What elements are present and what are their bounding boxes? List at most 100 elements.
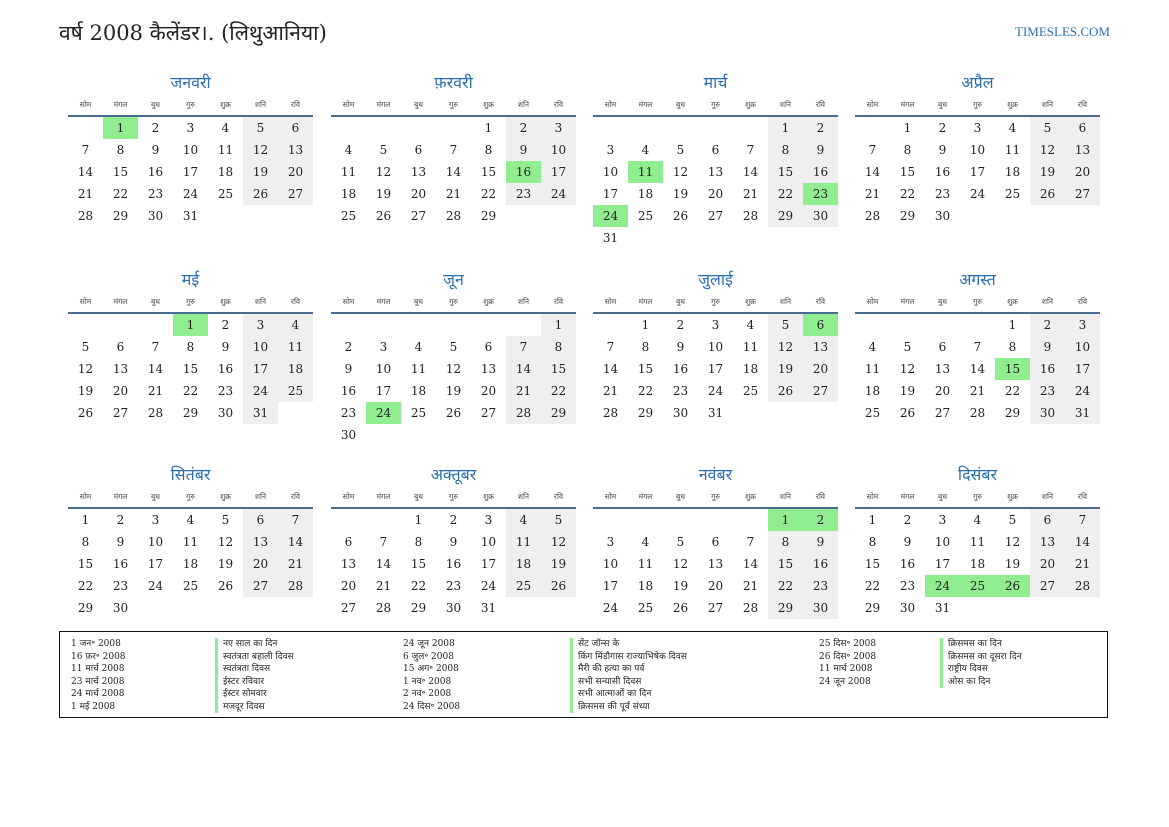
day-cell: 29 — [864, 601, 881, 615]
day-cell: 2 — [676, 318, 685, 332]
day-cell: 12 — [899, 362, 916, 376]
weekday-label: शनि — [254, 100, 267, 109]
day-cell: 18 — [217, 165, 234, 179]
day-cell: 29 — [637, 406, 654, 420]
empty-cell — [366, 117, 401, 139]
empty-cell — [436, 117, 471, 139]
weekday-header: सोम मंगल बुध गुरु शुक्र शनि रवि — [593, 490, 838, 509]
day-cell: 4 — [414, 340, 423, 354]
day-cell: 5 — [676, 143, 685, 157]
weekday-label: सोम — [342, 492, 355, 501]
day-grid: 1 2 3 4 5 6 7 8 9 10 11 12 13 14 15 16 17 18 19 20 21 22 23 24 2… — [593, 509, 838, 619]
day-cell: 2 — [938, 121, 947, 135]
day-cell: 25 — [278, 380, 313, 402]
day-cell: 18 — [506, 553, 541, 575]
day-cell-holiday: 1 — [173, 314, 208, 336]
day-cell: 17 — [602, 187, 619, 201]
day-cell: 16 — [147, 165, 164, 179]
day-cell: 8 — [116, 143, 125, 157]
day-cell-holiday: 24 — [593, 205, 628, 227]
day-cell: 8 — [903, 143, 912, 157]
weekday-label: मंगल — [113, 297, 128, 306]
day-cell: 10 — [1065, 336, 1100, 358]
day-grid: 1 2 3 4 5 6 7 8 9 10 11 12 13 14 15 16 17 18 19 20 21 22 23 24 2… — [593, 117, 838, 249]
weekday-label: शुक्र — [745, 492, 756, 501]
weekday-label: शुक्र — [483, 492, 494, 501]
legend-holiday-name: क्रिसमस का दूसरा दिन — [940, 650, 1022, 663]
day-cell: 22 — [541, 380, 576, 402]
day-cell: 12 — [375, 165, 392, 179]
day-cell: 4 — [973, 513, 982, 527]
day-cell: 20 — [243, 553, 278, 575]
day-cell: 30 — [1030, 402, 1065, 424]
day-cell: 23 — [340, 406, 357, 420]
month-name: फ़रवरी — [434, 73, 473, 92]
day-cell: 12 — [541, 531, 576, 553]
weekday-label: गुरु — [973, 492, 982, 501]
day-cell: 29 — [480, 209, 497, 223]
weekday-label: सोम — [79, 297, 92, 306]
day-cell: 16 — [803, 161, 838, 183]
day-cell: 16 — [217, 362, 234, 376]
weekday-label: रवि — [1077, 492, 1088, 501]
day-cell: 1 — [641, 318, 650, 332]
day-cell: 18 — [969, 557, 986, 571]
day-cell: 28 — [969, 406, 986, 420]
day-cell: 11 — [742, 340, 759, 354]
weekday-label: सोम — [79, 100, 92, 109]
weekday-label: मंगल — [900, 100, 915, 109]
day-cell: 9 — [151, 143, 160, 157]
site-link[interactable]: TIMESLES.COM — [1015, 24, 1110, 39]
day-cell: 19 — [541, 553, 576, 575]
day-cell: 28 — [1065, 575, 1100, 597]
day-cell: 28 — [77, 209, 94, 223]
weekday-label: मंगल — [638, 492, 653, 501]
day-cell: 22 — [410, 579, 427, 593]
weekday-label: शुक्र — [483, 100, 494, 109]
day-cell: 1 — [1008, 318, 1017, 332]
month-block: मई सोम मंगल बुध गुरु शुक्र शनि रवि 1 2 3 4 5 6 7 8 9 10 11… — [68, 269, 313, 424]
day-cell: 15 — [182, 362, 199, 376]
day-grid: 1 2 3 4 5 6 7 8 9 10 11 12 13 14 15 16 17 18 19 20 21 22 23 24 2… — [331, 509, 576, 619]
day-cell: 30 — [934, 209, 951, 223]
day-cell: 6 — [116, 340, 125, 354]
weekday-label: शनि — [779, 100, 792, 109]
empty-cell — [436, 314, 471, 336]
weekday-header: सोम मंगल बुध गुरु शुक्र शनि रवि — [68, 490, 313, 509]
day-cell: 28 — [742, 209, 759, 223]
day-cell: 1 — [414, 513, 423, 527]
day-cell: 20 — [278, 161, 313, 183]
day-cell: 10 — [375, 362, 392, 376]
day-cell: 20 — [707, 187, 724, 201]
day-cell: 23 — [803, 575, 838, 597]
day-cell: 6 — [711, 535, 720, 549]
legend-names-column: नए साल का दिन स्वतंत्रता बहाली दिवस स्वतंत… — [215, 638, 294, 713]
weekday-label: रवि — [553, 492, 564, 501]
day-cell: 6 — [484, 340, 493, 354]
weekday-label: बुध — [938, 297, 947, 306]
weekday-label: शनि — [779, 297, 792, 306]
day-cell: 22 — [637, 384, 654, 398]
day-cell: 3 — [711, 318, 720, 332]
empty-cell — [925, 314, 960, 336]
day-cell: 12 — [672, 557, 689, 571]
day-cell: 23 — [672, 384, 689, 398]
day-cell: 15 — [77, 557, 94, 571]
weekday-label: रवि — [815, 492, 826, 501]
legend-holiday-name: मैरी की हत्या का पर्व — [570, 663, 687, 676]
day-cell: 5 — [676, 535, 685, 549]
day-cell: 17 — [1065, 358, 1100, 380]
weekday-label: रवि — [815, 297, 826, 306]
day-cell-holiday: 25 — [960, 575, 995, 597]
day-cell: 22 — [768, 183, 803, 205]
day-cell: 2 — [116, 513, 125, 527]
day-cell: 10 — [602, 165, 619, 179]
day-cell: 6 — [938, 340, 947, 354]
day-cell: 5 — [1030, 117, 1065, 139]
day-cell: 16 — [899, 557, 916, 571]
weekday-label: शुक्र — [745, 297, 756, 306]
day-cell: 25 — [217, 187, 234, 201]
weekday-label: शनि — [517, 492, 530, 501]
day-cell: 20 — [934, 384, 951, 398]
day-cell: 24 — [147, 579, 164, 593]
